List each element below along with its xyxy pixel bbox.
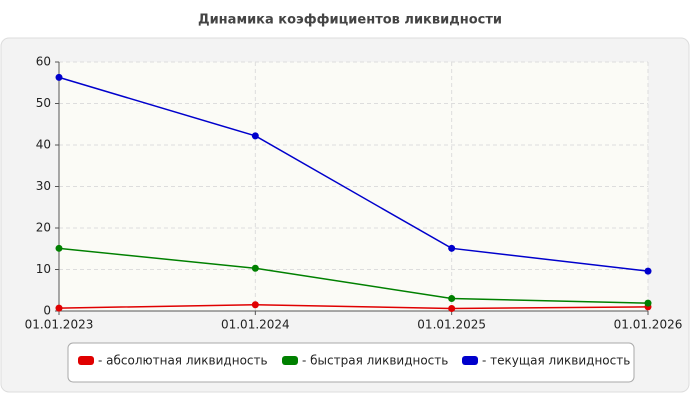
x-tick-label: 01.01.2026 <box>614 318 683 332</box>
point <box>55 304 63 312</box>
point <box>448 244 456 252</box>
legend-swatch <box>462 356 478 365</box>
y-tick-label: 0 <box>43 304 51 318</box>
legend-swatch <box>282 356 298 365</box>
y-tick-label: 50 <box>36 96 51 110</box>
y-tick-label: 10 <box>36 262 51 276</box>
y-tick-label: 20 <box>36 221 51 235</box>
legend <box>67 342 635 383</box>
y-tick-label: 60 <box>36 55 51 69</box>
point <box>55 244 63 252</box>
x-tick-label: 01.01.2025 <box>417 318 486 332</box>
point <box>448 295 456 303</box>
point <box>644 299 652 307</box>
x-tick-label: 01.01.2023 <box>25 318 94 332</box>
legend-label: - абсолютная ликвидность <box>98 354 268 368</box>
point <box>55 73 63 81</box>
x-tick-label: 01.01.2024 <box>221 318 290 332</box>
line-series <box>58 247 649 304</box>
legend-label: - быстрая ликвидность <box>302 354 448 368</box>
point <box>644 267 652 275</box>
line-series <box>58 76 649 272</box>
point <box>448 305 456 313</box>
legend-label: - текущая ликвидность <box>482 354 630 368</box>
point <box>251 132 259 140</box>
y-tick-label: 30 <box>36 179 51 193</box>
point <box>251 264 259 272</box>
point <box>251 301 259 309</box>
legend-swatch <box>78 356 94 365</box>
chart-title: Динамика коэффициентов ликвидности <box>198 13 502 28</box>
y-tick-label: 40 <box>36 138 51 152</box>
line-series <box>58 304 649 310</box>
